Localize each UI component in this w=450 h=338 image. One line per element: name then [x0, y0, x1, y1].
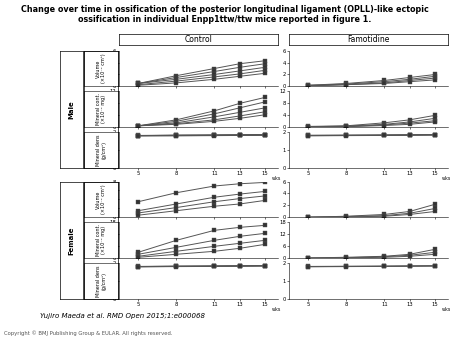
- Text: Volume
(×10⁻¹ cm³): Volume (×10⁻¹ cm³): [95, 54, 107, 83]
- Text: Famotidine: Famotidine: [347, 35, 390, 44]
- Text: Yujiro Maeda et al. RMD Open 2015;1:e000068: Yujiro Maeda et al. RMD Open 2015;1:e000…: [40, 313, 206, 319]
- Text: RMD: RMD: [396, 313, 419, 322]
- Text: Mineral cont.
(×10⁻¹ mg): Mineral cont. (×10⁻¹ mg): [95, 224, 107, 256]
- Text: Copyright © BMJ Publishing Group & EULAR. All rights reserved.: Copyright © BMJ Publishing Group & EULAR…: [4, 331, 173, 336]
- Text: Control: Control: [184, 35, 212, 44]
- Text: wks: wks: [271, 307, 281, 312]
- Text: Mineral cont.
(×10⁻¹ mg): Mineral cont. (×10⁻¹ mg): [95, 93, 107, 125]
- Text: wks: wks: [271, 176, 281, 181]
- Text: Change over time in ossification of the posterior longitudinal ligament (OPLL)-l: Change over time in ossification of the …: [21, 5, 429, 24]
- Text: Mineral dens
(g/cm³): Mineral dens (g/cm³): [95, 265, 107, 297]
- Text: Open: Open: [397, 326, 418, 335]
- Text: wks: wks: [441, 176, 450, 181]
- Text: Male: Male: [68, 100, 75, 119]
- Text: Volume
(×10⁻¹ cm³): Volume (×10⁻¹ cm³): [95, 185, 107, 214]
- Text: Female: Female: [68, 226, 75, 255]
- Text: wks: wks: [441, 307, 450, 312]
- Text: Mineral dens
(g/cm³): Mineral dens (g/cm³): [95, 135, 107, 166]
